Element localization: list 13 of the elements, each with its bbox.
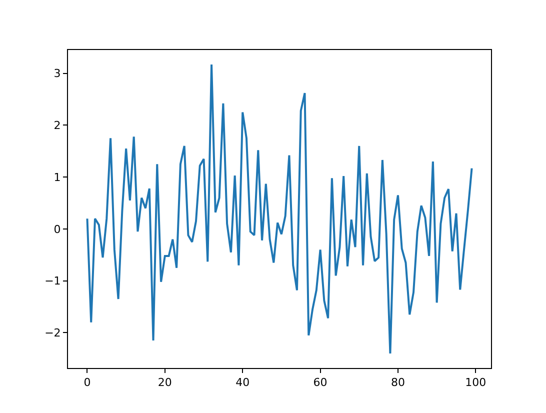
x-tick-label: 40 — [236, 376, 250, 390]
x-tick-label: 60 — [313, 376, 328, 390]
y-tick-label: −2 — [44, 326, 61, 340]
y-tick-label: −1 — [44, 274, 61, 288]
x-tick-label: 100 — [465, 376, 486, 390]
x-tick-label: 20 — [158, 376, 172, 390]
x-tick-label: 80 — [390, 376, 405, 390]
y-tick-label: 0 — [54, 222, 61, 236]
y-tick-label: 1 — [54, 170, 61, 184]
y-tick-label: 2 — [54, 119, 61, 132]
x-tick-label: 0 — [84, 376, 91, 390]
line-series — [86, 64, 473, 354]
y-tick-label: 3 — [54, 67, 61, 80]
